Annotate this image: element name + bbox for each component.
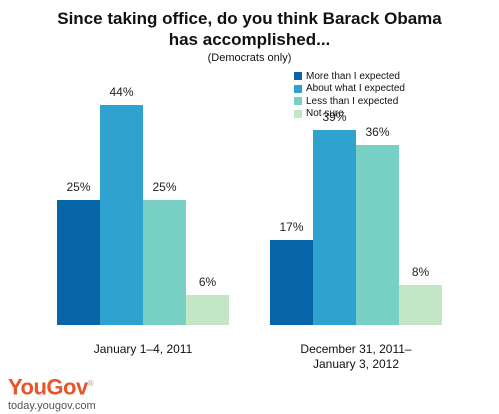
data-label: 25% — [66, 180, 90, 194]
data-label: 25% — [152, 180, 176, 194]
bar — [399, 285, 442, 325]
yougov-logo-text: YouGov — [8, 374, 88, 400]
data-label: 17% — [279, 220, 303, 234]
legend-label: Less than I expected — [306, 95, 399, 107]
yougov-url: today.yougov.com — [8, 400, 96, 413]
chart-legend: More than I expected About what I expect… — [294, 70, 405, 120]
registered-mark: ® — [87, 379, 94, 388]
legend-item: Less than I expected — [294, 95, 405, 108]
data-label: 6% — [199, 275, 217, 289]
bar — [270, 240, 313, 325]
legend-swatch — [294, 109, 302, 118]
legend-item: About what I expected — [294, 83, 405, 96]
bar — [356, 145, 399, 325]
category-label: December 31, 2011– — [300, 342, 412, 356]
legend-swatch — [294, 84, 302, 93]
category-label: January 1–4, 2011 — [94, 342, 193, 356]
data-label: 8% — [412, 265, 430, 279]
data-label: 44% — [109, 85, 133, 99]
legend-label: More than I expected — [306, 70, 400, 82]
bar — [313, 130, 356, 325]
yougov-branding: YouGov® today.yougov.com — [8, 372, 96, 413]
chart-title-line1: Since taking office, do you think Barack… — [57, 9, 442, 28]
chart-title-line2: has accomplished... — [168, 30, 331, 49]
chart-subtitle: (Democrats only) — [207, 52, 292, 64]
legend-label: About what I expected — [306, 83, 405, 95]
data-label: 39% — [322, 110, 346, 124]
category-label: January 3, 2012 — [313, 357, 399, 371]
legend-item: More than I expected — [294, 70, 405, 83]
legend-swatch — [294, 97, 302, 106]
legend-item: Not sure — [294, 108, 405, 121]
bar — [143, 200, 186, 325]
bar — [100, 105, 143, 325]
yougov-logo: YouGov® — [8, 372, 96, 399]
legend-swatch — [294, 72, 302, 81]
legend-label: Not sure — [306, 108, 344, 120]
chart-title: Since taking office, do you think Barack… — [0, 8, 499, 50]
bar — [57, 200, 100, 325]
data-label: 36% — [365, 125, 389, 139]
bar — [186, 295, 229, 325]
